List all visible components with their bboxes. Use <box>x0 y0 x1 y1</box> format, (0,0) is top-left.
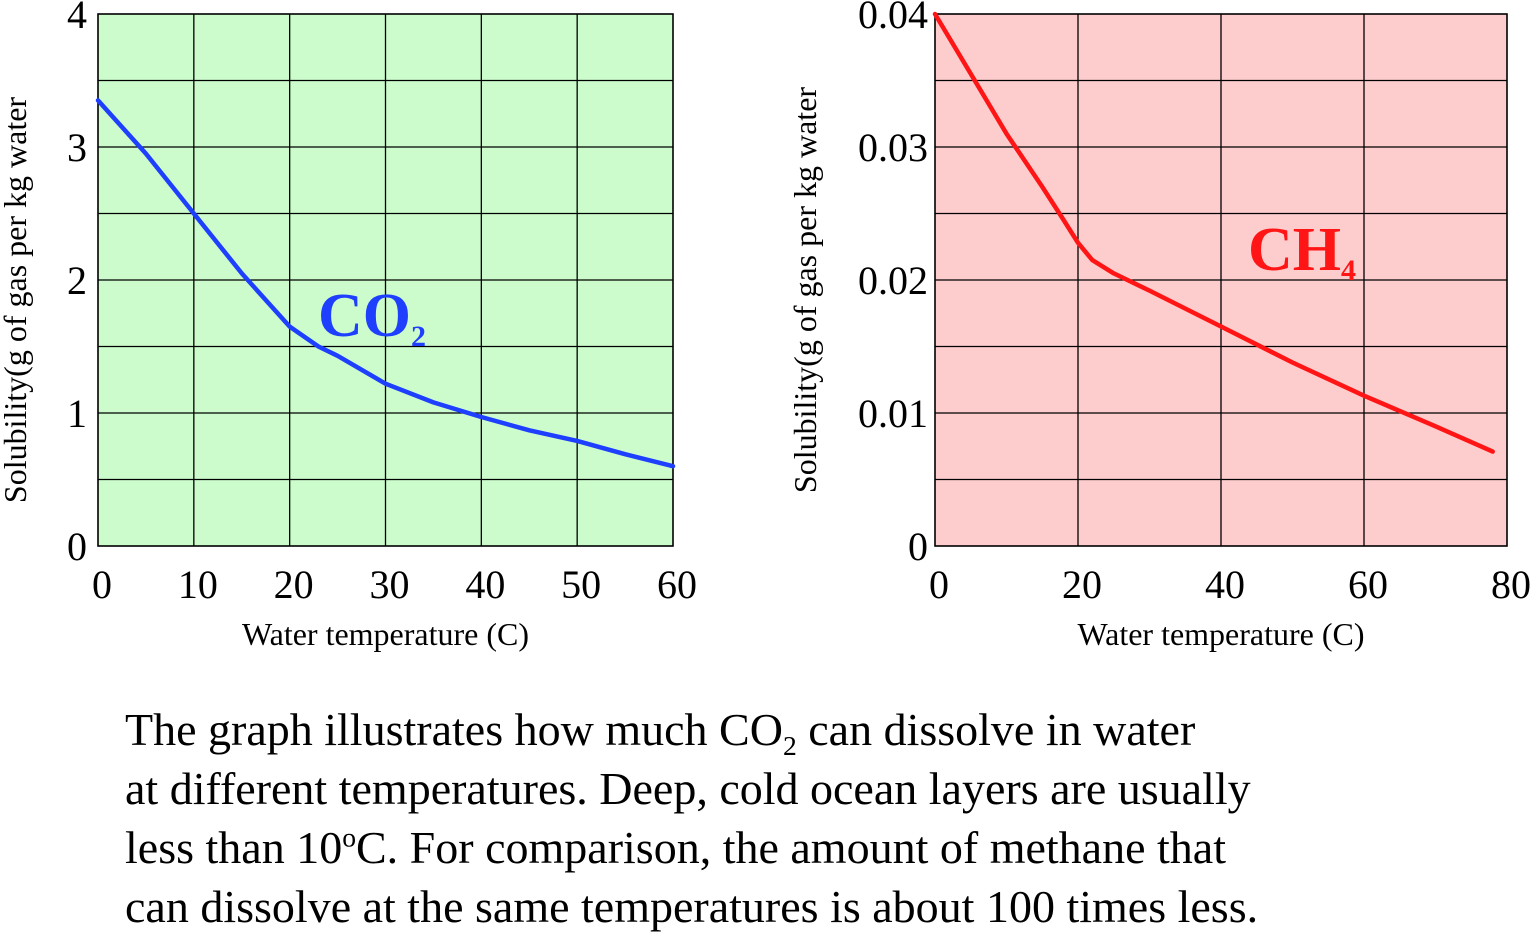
caption-co2-subscript: 2 <box>782 730 797 762</box>
ch4-series-label-main: CH <box>1248 216 1341 284</box>
co2-x-tick-label: 0 <box>92 562 112 607</box>
ch4-y-tick-label: 0.01 <box>858 391 928 436</box>
ch4-x-axis-label: Water temperature (C) <box>1077 616 1364 652</box>
ch4-plot-frame <box>934 13 1508 547</box>
co2-x-tick-label: 50 <box>561 562 601 607</box>
co2-x-tick-label: 20 <box>274 562 314 607</box>
ch4-y-tick-label: 0.03 <box>858 125 928 170</box>
ch4-series-label: CH4 <box>1248 216 1356 287</box>
ch4-y-tick-label: 0 <box>908 524 928 569</box>
ch4-solubility-chart: 0 20 40 60 80 0 0.01 0.02 0.03 0.04 Water temperat… <box>787 0 1531 652</box>
co2-series-label-subscript: 2 <box>411 320 426 353</box>
ch4-x-tick-label: 40 <box>1205 562 1245 607</box>
co2-y-tick-label: 4 <box>67 0 87 37</box>
co2-x-tick-label: 60 <box>657 562 697 607</box>
caption-line-2: at different temperatures. Deep, cold oc… <box>125 763 1251 814</box>
caption-line-3-text: less than 10 <box>125 822 343 873</box>
co2-series-line <box>95 98 676 469</box>
caption-line-3: less than 10oC. For comparison, the amou… <box>125 818 1525 877</box>
ch4-y-tick-label: 0.02 <box>858 258 928 303</box>
caption-line-1-text: The graph illustrates how much CO <box>125 704 783 755</box>
caption-line-1-text-end: can dissolve in water <box>796 704 1196 755</box>
co2-x-axis-label: Water temperature (C) <box>242 616 529 652</box>
caption-line-4: can dissolve at the same temperatures is… <box>125 881 1259 932</box>
co2-x-tick-label: 40 <box>465 562 505 607</box>
ch4-x-tick-label: 20 <box>1062 562 1102 607</box>
caption: The graph illustrates how much CO2 can d… <box>125 700 1525 936</box>
ch4-y-axis-label: Solubility(g of gas per kg water <box>787 87 823 493</box>
co2-y-tick-label: 2 <box>67 258 87 303</box>
co2-y-tick-label: 0 <box>67 524 87 569</box>
caption-line-3-text-end: C. For comparison, the amount of methane… <box>356 822 1226 873</box>
ch4-x-tick-label: 80 <box>1491 562 1531 607</box>
caption-line-1: The graph illustrates how much CO2 can d… <box>125 700 1525 759</box>
ch4-series-label-subscript: 4 <box>1341 254 1356 287</box>
co2-series-label: CO2 <box>318 282 426 353</box>
co2-y-axis-label: Solubility(g of gas per kg water <box>0 97 33 503</box>
co2-plot-frame <box>97 13 674 547</box>
co2-x-tick-label: 10 <box>178 562 218 607</box>
ch4-x-tick-label: 0 <box>929 562 949 607</box>
co2-solubility-chart: 0 10 20 30 40 50 60 0 1 2 3 4 Water temperature (C) S… <box>0 0 697 652</box>
co2-x-tick-label: 30 <box>370 562 410 607</box>
ch4-series-line <box>932 11 1495 454</box>
ch4-y-tick-label: 0.04 <box>858 0 928 37</box>
co2-y-tick-label: 1 <box>67 391 87 436</box>
caption-degree-superscript: o <box>342 821 356 853</box>
co2-series-label-main: CO <box>318 282 411 350</box>
ch4-x-tick-label: 60 <box>1348 562 1388 607</box>
co2-y-tick-label: 3 <box>67 125 87 170</box>
